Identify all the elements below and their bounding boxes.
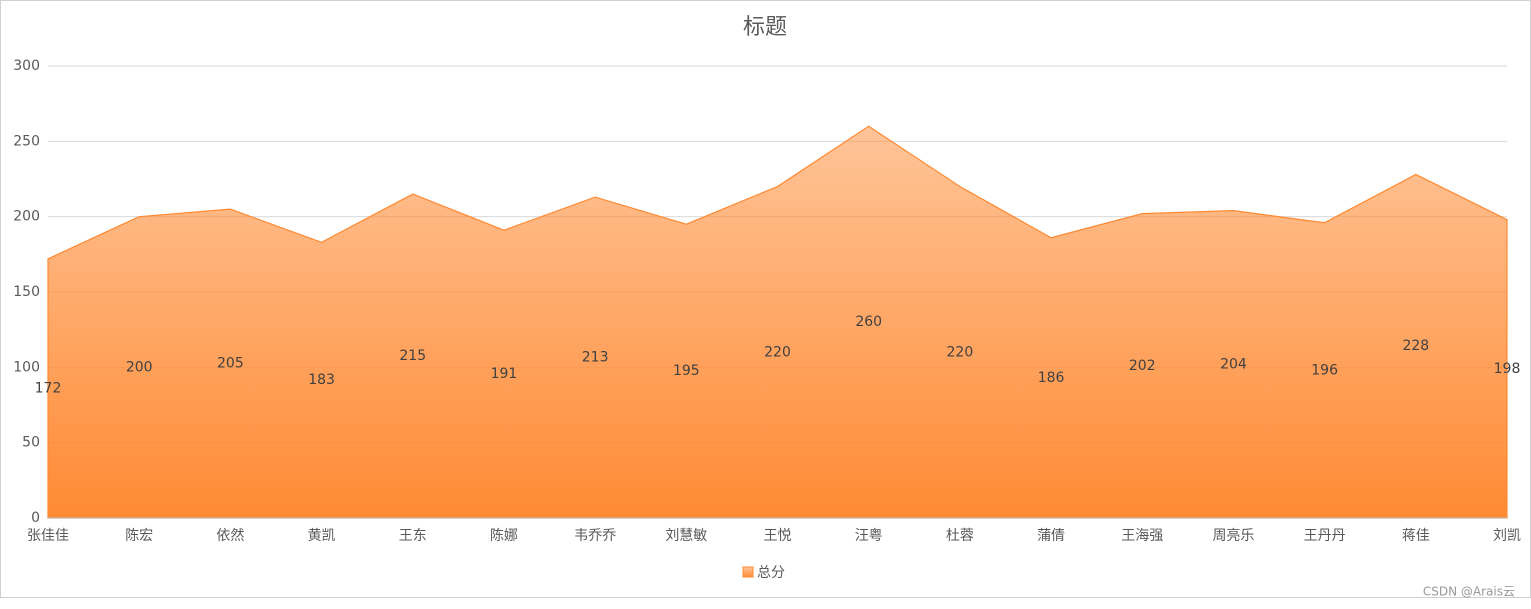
data-label: 205 (217, 356, 244, 372)
data-label: 220 (764, 344, 791, 360)
y-tick-label: 150 (13, 284, 40, 300)
data-label: 183 (308, 372, 335, 388)
data-label: 191 (491, 366, 518, 382)
legend-swatch (742, 566, 754, 578)
x-tick-label: 王海强 (1121, 528, 1163, 544)
y-tick-label: 300 (13, 58, 40, 74)
y-tick-label: 0 (31, 510, 40, 526)
data-label: 213 (582, 350, 609, 366)
x-tick-label: 蒋佳 (1402, 528, 1430, 544)
x-tick-label: 王丹丹 (1304, 528, 1346, 544)
x-tick-label: 黄凯 (308, 527, 336, 544)
data-label: 196 (1311, 362, 1338, 378)
data-label: 260 (855, 314, 882, 330)
data-label: 202 (1129, 358, 1156, 374)
x-tick-label: 王东 (399, 528, 427, 544)
x-tick-label: 周亮乐 (1212, 527, 1254, 544)
area (47, 125, 1508, 519)
data-label: 200 (126, 359, 153, 375)
data-label: 215 (399, 348, 426, 364)
x-tick-label: 蒲倩 (1037, 528, 1065, 544)
x-tick-label: 陈宏 (125, 527, 153, 544)
y-tick-label: 250 (13, 133, 40, 149)
data-label: 195 (673, 363, 700, 379)
watermark: CSDN @Arais云 (1423, 585, 1515, 599)
y-tick-label: 200 (13, 209, 40, 225)
data-label: 220 (947, 344, 974, 360)
data-label: 172 (35, 380, 62, 396)
x-tick-label: 汪粤 (855, 528, 883, 544)
legend-label: 总分 (757, 565, 785, 581)
data-label: 228 (1402, 338, 1429, 354)
y-tick-label: 100 (13, 359, 40, 375)
chart-title: 标题 (743, 15, 787, 40)
x-tick-label: 陈娜 (490, 527, 518, 544)
data-label: 186 (1038, 370, 1065, 386)
x-tick-label: 杜蓉 (946, 528, 974, 544)
data-label: 204 (1220, 356, 1247, 372)
y-tick-label: 50 (22, 435, 40, 451)
x-tick-label: 韦乔乔 (574, 528, 616, 544)
data-label: 198 (1494, 361, 1521, 377)
x-tick-label: 张佳佳 (27, 528, 69, 544)
x-tick-label: 王悦 (764, 528, 792, 544)
x-tick-label: 刘凯 (1493, 528, 1521, 544)
x-tick-label: 依然 (216, 527, 244, 544)
x-tick-label: 刘慧敏 (665, 528, 707, 544)
